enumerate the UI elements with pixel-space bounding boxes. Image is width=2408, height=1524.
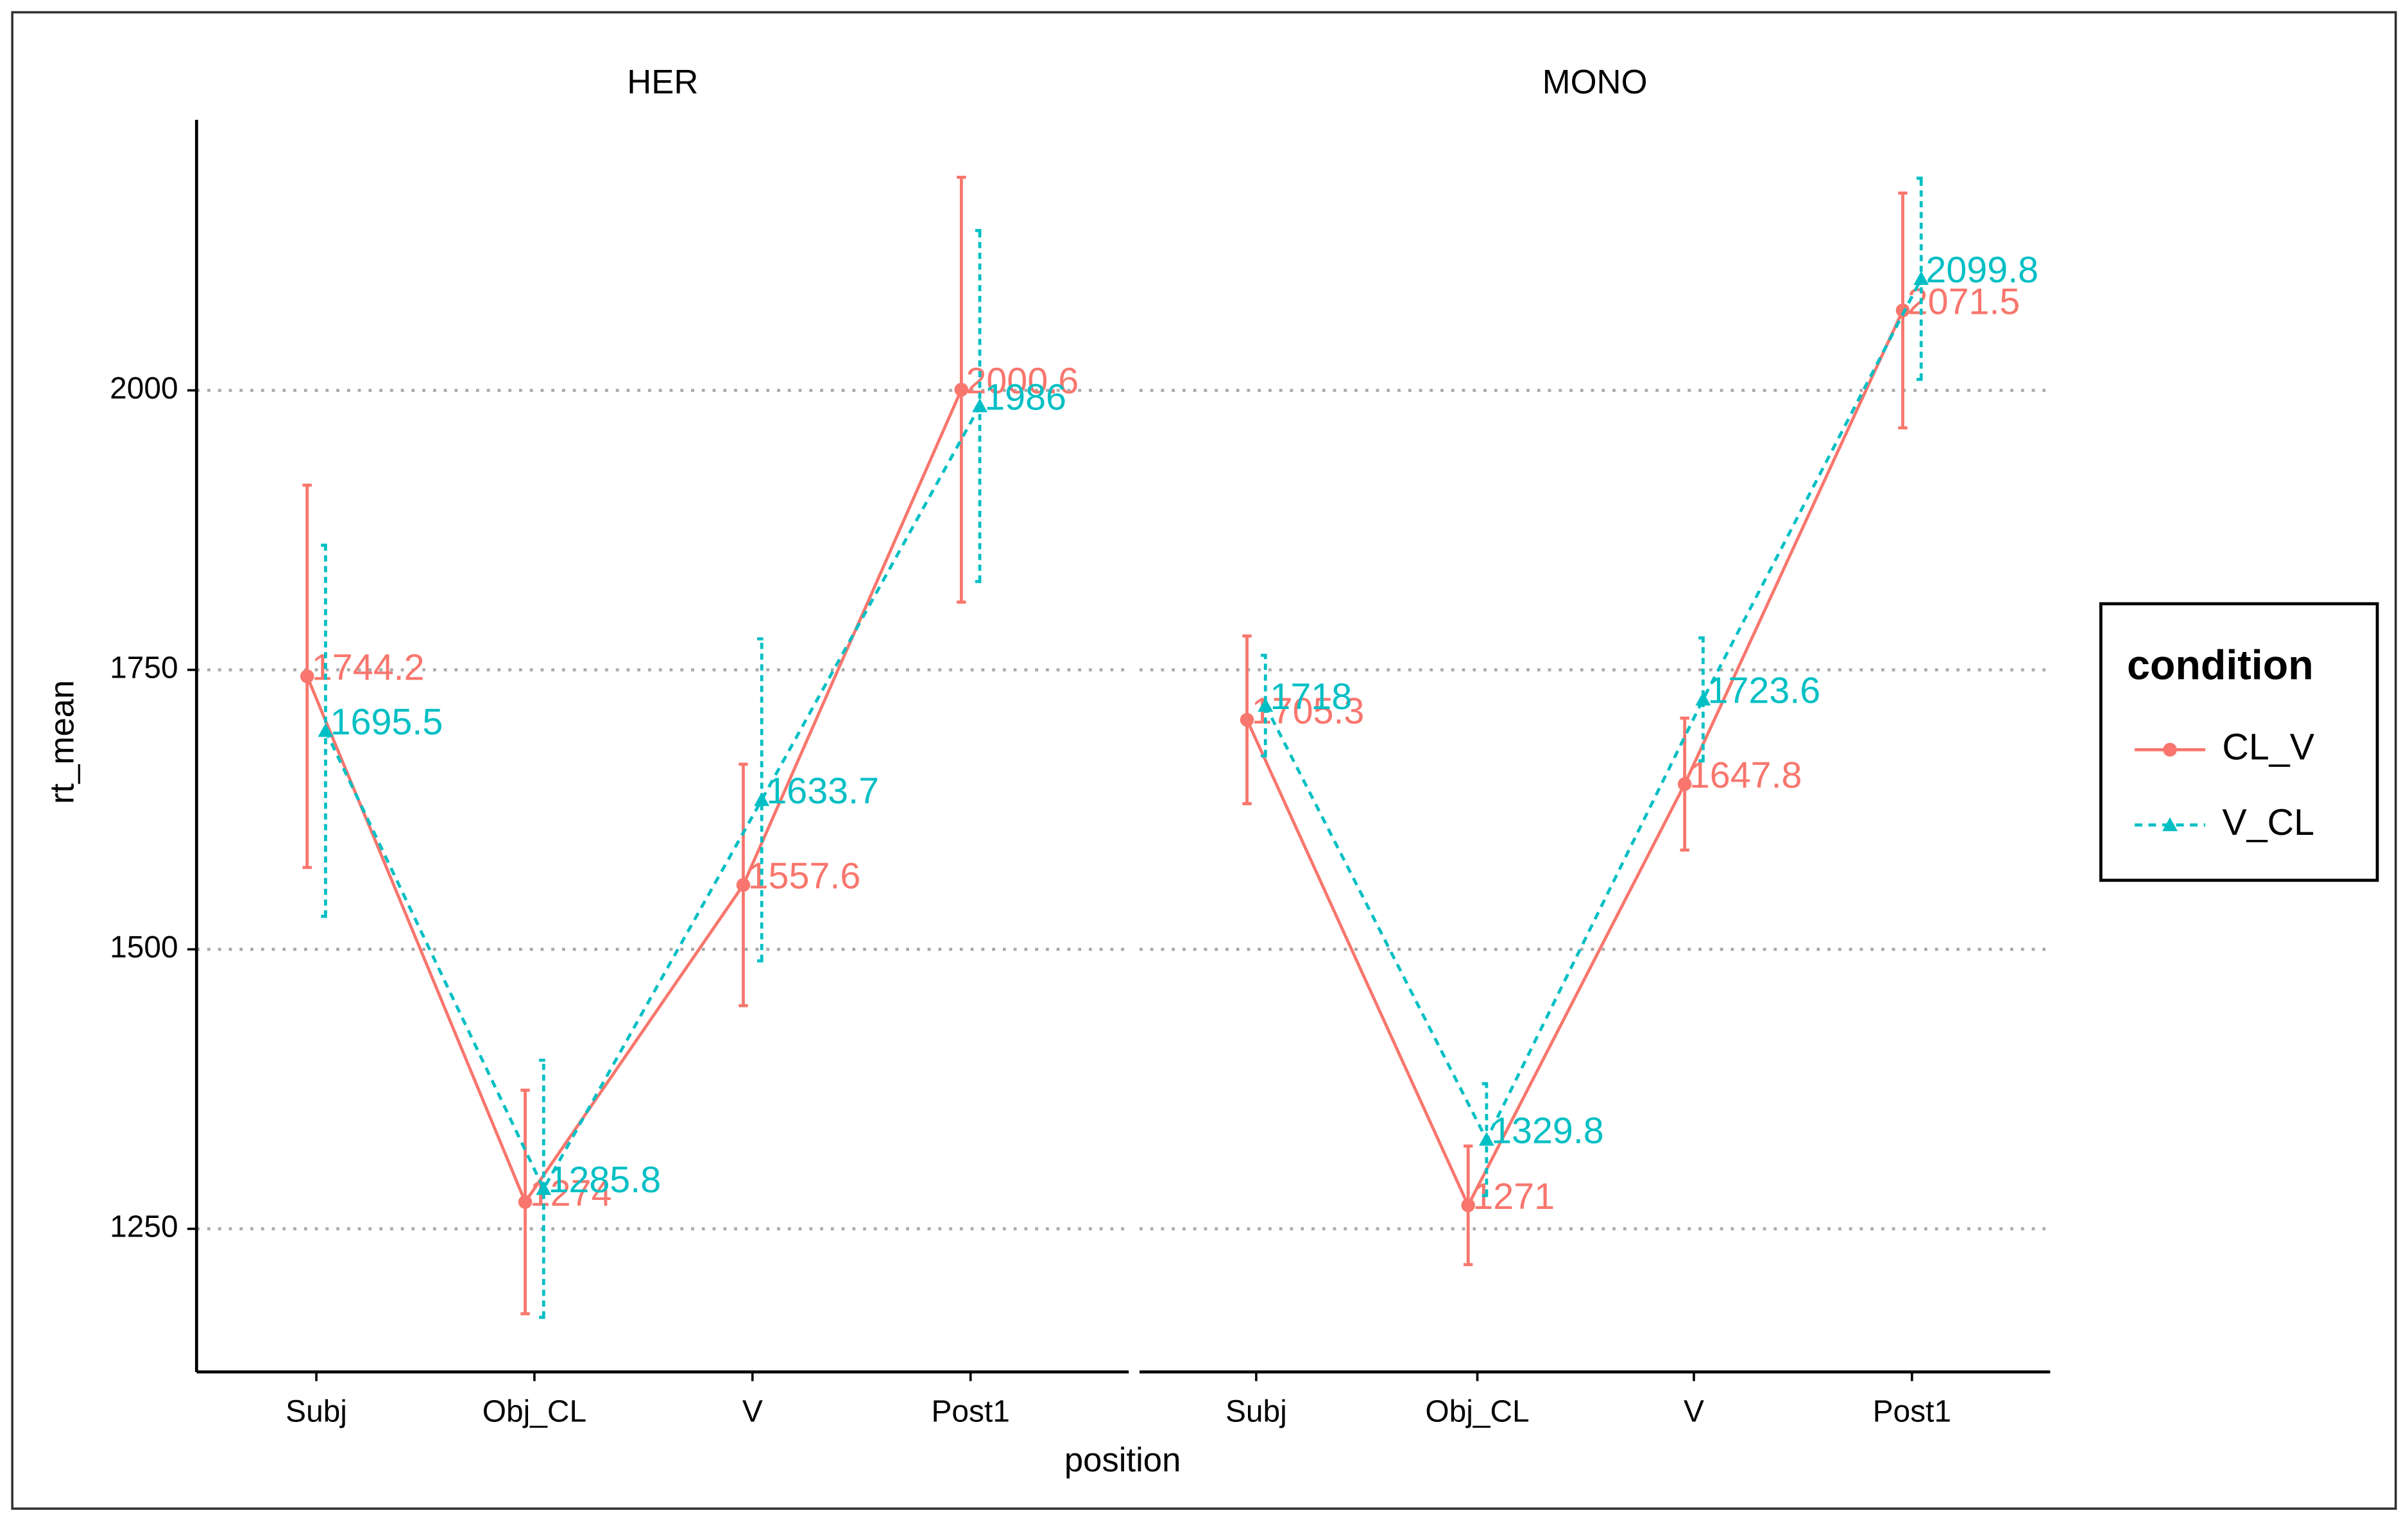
error-bar <box>1698 636 1708 763</box>
error-bar <box>1261 653 1270 758</box>
data-label: 1718 <box>1270 676 1352 717</box>
point <box>1913 271 1929 286</box>
point <box>1695 691 1711 706</box>
legend-marker <box>2163 742 2177 757</box>
y-tick-label: 2000 <box>110 372 178 406</box>
x-tick-label: V <box>1684 1394 1704 1428</box>
data-label: 1723.6 <box>1708 670 1821 711</box>
legend-box <box>2099 602 2379 882</box>
point <box>1478 1131 1494 1146</box>
point <box>1258 698 1274 712</box>
data-label: 2071.5 <box>1908 281 2020 322</box>
point <box>736 878 751 892</box>
point <box>972 398 988 413</box>
data-label: 2099.8 <box>1926 250 2038 291</box>
point <box>1677 777 1692 791</box>
point <box>1461 1198 1475 1213</box>
series-line <box>324 405 982 1192</box>
y-tick-label: 1250 <box>110 1210 178 1244</box>
point <box>536 1181 552 1195</box>
y-axis-label: rt_mean <box>43 680 81 804</box>
data-label: 2000.6 <box>966 361 1079 402</box>
y-tick-label: 1500 <box>110 930 178 964</box>
point <box>954 382 969 397</box>
x-tick-label: V <box>742 1394 763 1428</box>
data-label: 1557.6 <box>748 856 861 897</box>
legend-marker <box>2162 817 2178 832</box>
x-tick-label: Post1 <box>932 1394 1010 1428</box>
data-label: 1744.2 <box>312 647 425 689</box>
point <box>518 1195 533 1209</box>
legend-label: CL_V <box>2222 727 2314 768</box>
data-label: 1285.8 <box>548 1160 661 1201</box>
point <box>754 792 770 807</box>
error-bar <box>756 637 767 963</box>
point <box>300 669 314 683</box>
x-tick-label: Obj_CL <box>1425 1394 1529 1428</box>
data-label: 1695.5 <box>330 701 443 742</box>
x-tick-label: Subj <box>286 1394 347 1428</box>
series-line <box>1245 309 1904 1209</box>
data-label: 1329.8 <box>1491 1111 1604 1152</box>
y-tick-label: 1750 <box>110 651 178 685</box>
legend-title: condition <box>2127 642 2314 689</box>
data-label: 1633.7 <box>766 771 879 812</box>
data-label: 1647.8 <box>1689 755 1802 796</box>
x-axis-label: position <box>1064 1441 1181 1479</box>
panel-title: HER <box>627 64 698 101</box>
point <box>318 723 334 737</box>
x-tick-label: Subj <box>1225 1394 1287 1428</box>
legend-label: V_CL <box>2222 802 2314 843</box>
x-tick-label: Post1 <box>1873 1394 1951 1428</box>
point <box>1240 712 1254 727</box>
point <box>1895 304 1910 318</box>
panel-title: MONO <box>1542 64 1648 101</box>
x-tick-label: Obj_CL <box>482 1394 586 1428</box>
error-bar <box>539 1058 549 1319</box>
frame <box>11 11 2397 1510</box>
data-label: 1986 <box>984 377 1066 418</box>
